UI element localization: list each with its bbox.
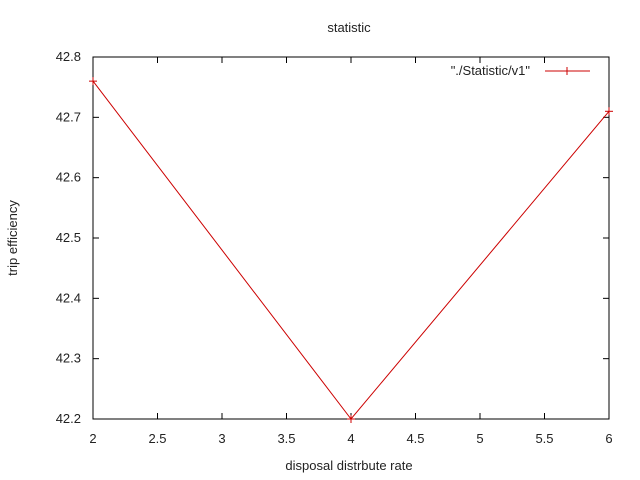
axis-ticks: 2 2.5 3 3.5 4 4.5 5 5.5 6 42.2 42.3 42.4 42.5 42.6 42.…	[56, 49, 613, 446]
y-axis-label: trip efficiency	[5, 200, 20, 276]
x-axis-label: disposal distrbute rate	[285, 458, 412, 473]
x-tick-label: 2.5	[148, 431, 166, 446]
x-tick-label: 3.5	[277, 431, 295, 446]
y-tick-label: 42.6	[56, 170, 81, 185]
plot-frame	[92, 56, 610, 420]
data-point	[89, 77, 97, 86]
x-tick-label: 5	[476, 431, 483, 446]
series-line	[92, 80, 610, 420]
y-tick-label: 42.2	[56, 411, 81, 426]
data-point	[605, 107, 613, 116]
chart-title: statistic	[327, 20, 371, 35]
x-tick-label: 2	[89, 431, 96, 446]
legend: "./Statistic/v1"	[451, 63, 590, 78]
y-tick-label: 42.8	[56, 49, 81, 64]
y-tick-label: 42.7	[56, 109, 81, 124]
x-tick-label: 3	[218, 431, 225, 446]
x-tick-label: 4	[347, 431, 354, 446]
data-point	[347, 415, 355, 423]
y-tick-label: 42.5	[56, 230, 81, 245]
y-tick-label: 42.3	[56, 351, 81, 366]
series-layer	[89, 77, 613, 423]
x-tick-label: 6	[605, 431, 612, 446]
y-tick-label: 42.4	[56, 290, 81, 305]
legend-label: "./Statistic/v1"	[451, 63, 531, 78]
plot-axes	[92, 56, 610, 420]
x-tick-label: 4.5	[406, 431, 424, 446]
x-tick-label: 5.5	[535, 431, 553, 446]
